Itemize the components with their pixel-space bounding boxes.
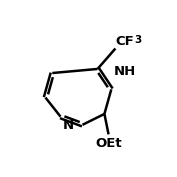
Text: 3: 3: [134, 35, 141, 45]
Text: CF: CF: [115, 35, 134, 47]
Text: N: N: [63, 119, 74, 132]
Text: NH: NH: [114, 65, 136, 78]
Text: OEt: OEt: [95, 137, 122, 150]
